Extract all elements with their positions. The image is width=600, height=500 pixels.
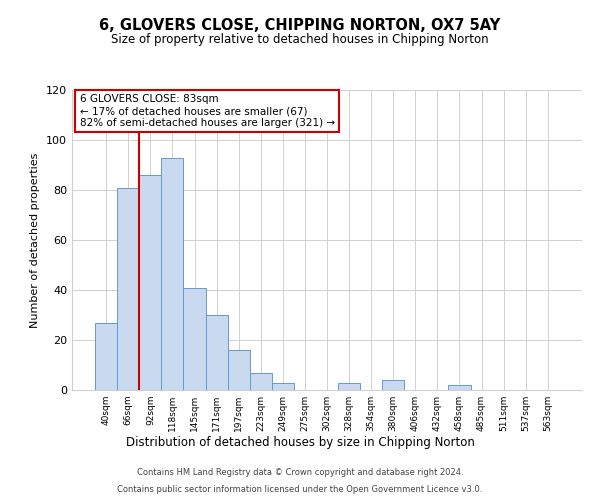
Bar bbox=[95, 322, 117, 390]
Text: Contains public sector information licensed under the Open Government Licence v3: Contains public sector information licen… bbox=[118, 484, 482, 494]
Bar bbox=[161, 158, 184, 390]
Text: Size of property relative to detached houses in Chipping Norton: Size of property relative to detached ho… bbox=[111, 32, 489, 46]
Text: 6 GLOVERS CLOSE: 83sqm
← 17% of detached houses are smaller (67)
82% of semi-det: 6 GLOVERS CLOSE: 83sqm ← 17% of detached… bbox=[80, 94, 335, 128]
Bar bbox=[139, 175, 161, 390]
Bar bbox=[250, 372, 272, 390]
Bar bbox=[117, 188, 139, 390]
Bar bbox=[382, 380, 404, 390]
Text: Distribution of detached houses by size in Chipping Norton: Distribution of detached houses by size … bbox=[125, 436, 475, 449]
Bar bbox=[184, 288, 206, 390]
Bar bbox=[206, 315, 227, 390]
Text: Contains HM Land Registry data © Crown copyright and database right 2024.: Contains HM Land Registry data © Crown c… bbox=[137, 468, 463, 477]
Bar bbox=[272, 382, 294, 390]
Text: 6, GLOVERS CLOSE, CHIPPING NORTON, OX7 5AY: 6, GLOVERS CLOSE, CHIPPING NORTON, OX7 5… bbox=[100, 18, 500, 32]
Bar bbox=[448, 385, 470, 390]
Bar bbox=[227, 350, 250, 390]
Y-axis label: Number of detached properties: Number of detached properties bbox=[31, 152, 40, 328]
Bar bbox=[338, 382, 360, 390]
